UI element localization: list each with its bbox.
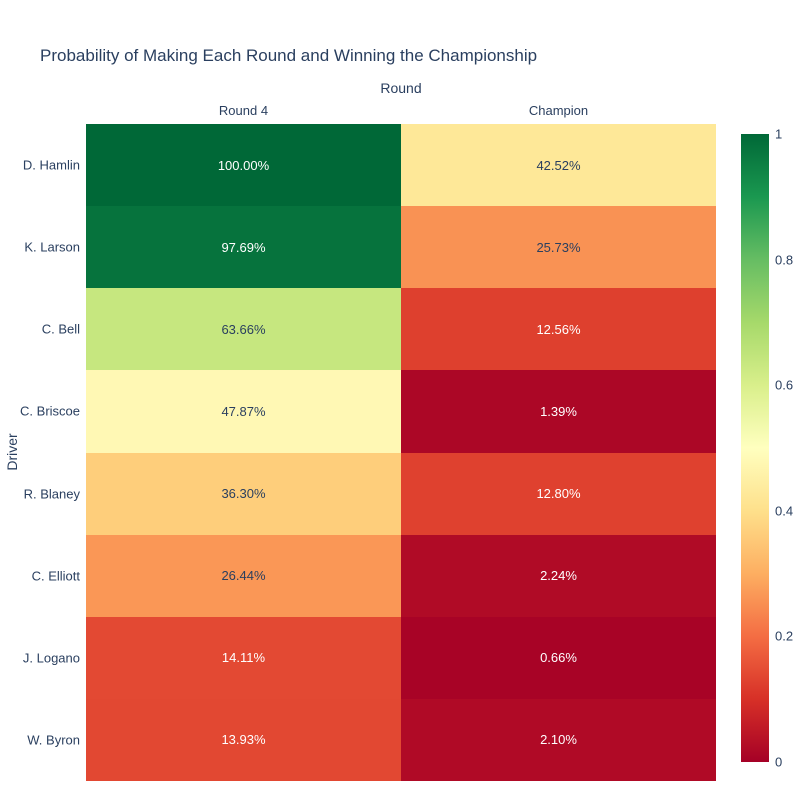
heatmap-cell[interactable]: 26.44% (86, 534, 401, 617)
y-tick-label-5: R. Blaney (23, 486, 80, 502)
chart-title: Probability of Making Each Round and Win… (40, 46, 538, 65)
heatmap-cell[interactable]: 12.56% (401, 288, 716, 371)
y-axis-title: Driver (4, 433, 20, 471)
heatmap-cell[interactable]: 25.73% (401, 206, 716, 289)
heatmap-cell[interactable]: 12.80% (401, 452, 716, 535)
heatmap-cell[interactable]: 1.39% (401, 370, 716, 453)
y-tick-label-2: K. Larson (24, 239, 80, 255)
colorbar-gradient (741, 134, 769, 762)
y-tick-label-4: C. Briscoe (20, 403, 80, 419)
y-tick-label-3: C. Bell (41, 321, 80, 337)
heatmap-cell[interactable]: 2.10% (401, 698, 716, 781)
heatmap-cell[interactable]: 13.93% (86, 698, 401, 781)
colorbar-tick-label: 0.6 (775, 377, 794, 393)
y-tick-label-6: C. Elliott (31, 568, 80, 584)
colorbar-tick-label: 0.4 (775, 503, 794, 519)
colorbar-tick-label: 1 (775, 126, 783, 142)
colorbar-tick-label: 0.2 (775, 628, 794, 644)
heatmap-plot-area[interactable]: 100.00% 42.52% 97.69% 25.73% 63.66% 12.56% 47.… (86, 124, 716, 781)
x-tick-label-2: Champion (528, 103, 589, 118)
heatmap-cell[interactable]: 0.66% (401, 616, 716, 699)
heatmap-cell[interactable]: 36.30% (86, 452, 401, 535)
colorbar-tick-label: 0 (775, 754, 783, 770)
heatmap-cell[interactable]: 14.11% (86, 616, 401, 699)
heatmap-cell[interactable]: 63.66% (86, 288, 401, 371)
x-axis-title: Round (380, 80, 422, 96)
x-axis-tick-labels: Round 4 Champion (86, 103, 716, 118)
y-tick-label-7: J. Logano (22, 650, 80, 666)
colorbar-tick-label: 0.8 (775, 252, 794, 268)
y-tick-label-1: D. Hamlin (22, 157, 80, 173)
y-tick-label-8: W. Byron (27, 732, 80, 748)
heatmap-cell[interactable]: 42.52% (401, 124, 716, 207)
x-tick-label-1: Round 4 (218, 103, 269, 118)
heatmap-cell[interactable]: 2.24% (401, 534, 716, 617)
heatmap-cell[interactable]: 100.00% (86, 124, 401, 207)
heatmap-cell[interactable]: 47.87% (86, 370, 401, 453)
heatmap-cell[interactable]: 97.69% (86, 206, 401, 289)
